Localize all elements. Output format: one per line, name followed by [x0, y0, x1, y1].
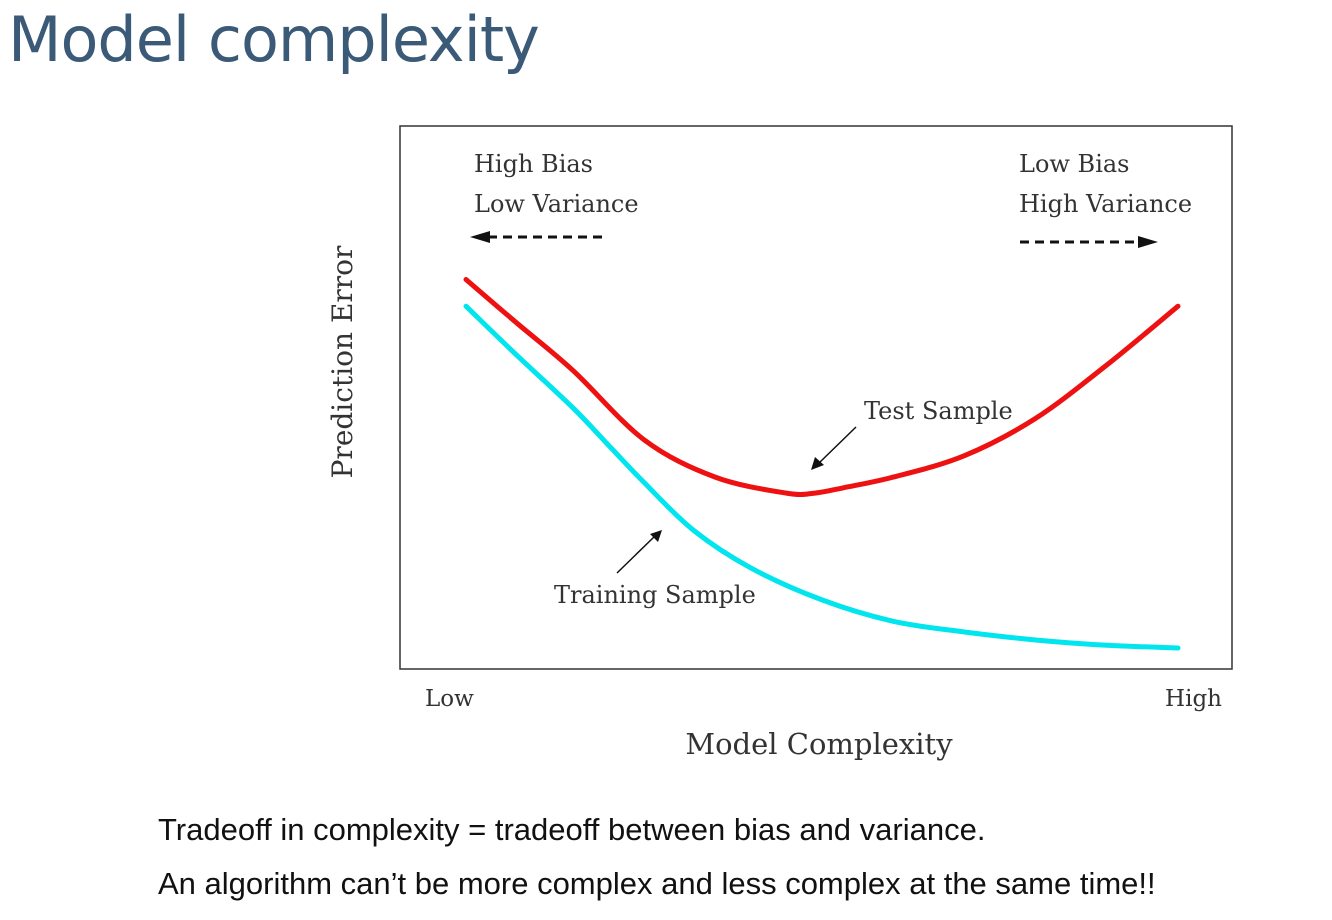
test-pointer-line [817, 426, 857, 465]
x-axis-label: Model Complexity [685, 727, 953, 761]
y-axis-label: Prediction Error [326, 245, 359, 478]
high-variance-label: High Variance [1019, 190, 1192, 218]
high-bias-label: High Bias [474, 150, 593, 178]
training-pointer-head [650, 530, 662, 542]
test-pointer-head [811, 457, 824, 470]
slide-title: Model complexity [8, 3, 540, 76]
test-sample-curve [463, 277, 1181, 498]
training-pointer-line [616, 535, 656, 574]
training-sample-curve [463, 303, 1181, 651]
low-variance-label: Low Variance [474, 190, 639, 218]
test-sample-label: Test Sample [864, 397, 1013, 425]
caption-line-1: Tradeoff in complexity = tradeoff betwee… [158, 812, 986, 847]
bias-variance-chart: Prediction Error Model Complexity Low Hi… [326, 125, 1233, 761]
low-bias-label: Low Bias [1019, 150, 1130, 178]
x-tick-high: High [1165, 686, 1222, 712]
training-sample-label: Training Sample [554, 581, 756, 609]
left-arrowhead [470, 231, 490, 243]
caption-line-2: An algorithm can’t be more complex and l… [158, 866, 1156, 901]
right-arrowhead [1138, 236, 1158, 248]
x-tick-low: Low [425, 686, 474, 712]
plot-frame [399, 125, 1233, 670]
